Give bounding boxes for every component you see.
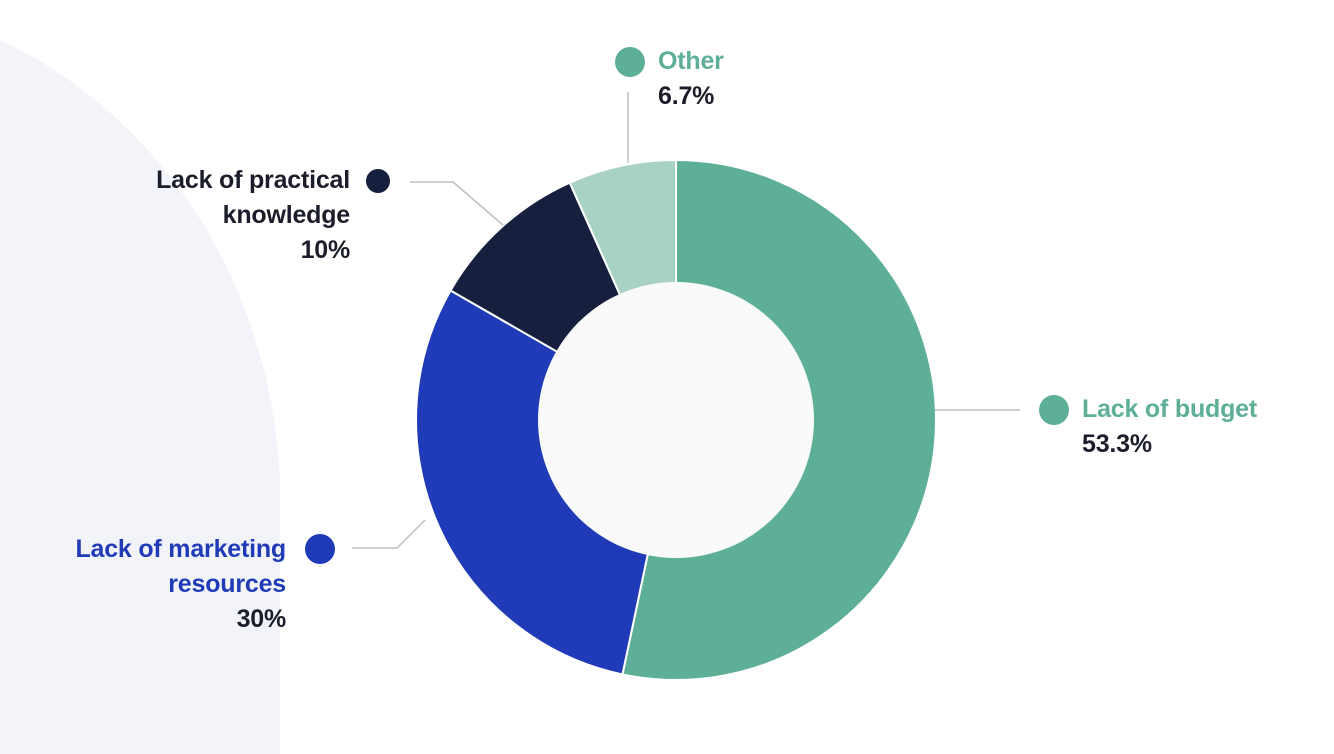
leader-line — [352, 519, 426, 549]
slice-label: Lack of marketing resources — [75, 535, 286, 598]
slice-percent: 30% — [236, 605, 287, 633]
callout-lack-of-practical-knowledge: Lack of practical knowledge 10% — [50, 163, 350, 268]
legend-dot — [1039, 395, 1069, 425]
slice-label: Lack of practical knowledge — [156, 166, 350, 229]
donut-hole — [538, 282, 814, 558]
callout-lack-of-marketing-resources: Lack of marketing resources 30% — [0, 532, 286, 637]
legend-dot — [305, 534, 335, 564]
slice-percent: 53.3% — [1082, 430, 1152, 458]
callout-lack-of-budget: Lack of budget 53.3% — [1082, 392, 1257, 462]
slice-percent: 6.7% — [658, 82, 715, 110]
legend-dot — [615, 47, 645, 77]
callout-other: Other 6.7% — [658, 44, 724, 114]
slice-label: Other — [658, 47, 724, 75]
slice-label: Lack of budget — [1082, 395, 1257, 423]
slice-percent: 10% — [300, 236, 351, 264]
leader-line — [410, 181, 504, 226]
legend-dot — [366, 169, 390, 193]
